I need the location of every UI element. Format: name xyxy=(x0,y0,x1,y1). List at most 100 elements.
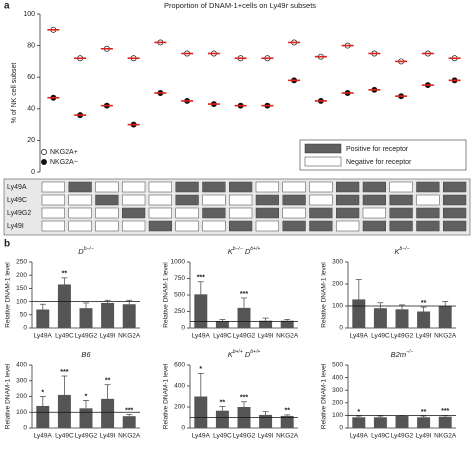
y-tick-label: 100 xyxy=(332,303,343,310)
chart-title: B2m−/− xyxy=(391,349,414,359)
title-part: b+/+ xyxy=(250,349,260,355)
title-part: D xyxy=(243,247,251,256)
receptor-cell xyxy=(95,181,119,193)
legend-label: NKG2A+ xyxy=(50,149,78,156)
error-bar xyxy=(355,415,362,418)
receptor-cell xyxy=(362,220,386,232)
error-bar xyxy=(241,401,247,407)
bar xyxy=(36,405,50,428)
legend-swatch xyxy=(304,143,342,154)
x-tick-label: Ly49A xyxy=(350,333,369,340)
receptor-cell xyxy=(362,194,386,206)
x-tick-label: Ly49C xyxy=(213,333,232,340)
legend-label: NKG2A− xyxy=(50,159,78,166)
receptor-cell xyxy=(362,181,386,193)
x-tick-label: Ly49G2 xyxy=(391,333,414,340)
y-axis-label: Relative DNAM-1 level xyxy=(5,363,12,429)
chart-title: Kb−/− Db+/+ xyxy=(228,246,261,256)
title-part: K xyxy=(228,350,234,359)
row-label: Ly49G2 xyxy=(7,210,31,217)
bar xyxy=(280,415,294,428)
title-part: −/− xyxy=(406,349,413,355)
receptor-cell xyxy=(175,207,199,219)
error-bar xyxy=(39,396,46,406)
title-part: b−/− xyxy=(233,246,243,252)
error-bar xyxy=(442,301,449,306)
receptor-cell xyxy=(282,181,306,193)
y-tick-label: 250 xyxy=(174,308,185,315)
bar xyxy=(259,320,273,328)
y-tick-label: 100 xyxy=(16,409,27,416)
y-tick-label: 150 xyxy=(16,285,27,292)
receptor-cell xyxy=(41,194,65,206)
y-tick-label: 100 xyxy=(23,11,35,18)
receptor-cell xyxy=(309,181,333,193)
y-tick-label: 400 xyxy=(16,362,27,369)
significance-label: *** xyxy=(60,369,68,376)
error-bar xyxy=(284,319,291,321)
legend-marker xyxy=(41,149,47,155)
receptor-cell xyxy=(175,220,199,232)
bar xyxy=(79,308,93,328)
error-bar xyxy=(126,299,133,305)
legend-label: Positive for receptor xyxy=(346,146,409,153)
y-tick-label: 0 xyxy=(23,425,27,432)
chart-title: Db−/− xyxy=(78,246,94,256)
legend-marker xyxy=(41,159,47,165)
x-tick-label: Ly49I xyxy=(100,333,116,340)
receptor-cell xyxy=(41,220,65,232)
error-bar xyxy=(197,281,204,295)
significance-label: *** xyxy=(125,407,133,414)
y-tick-label: 100 xyxy=(16,298,27,305)
error-bar xyxy=(83,302,89,309)
x-tick-label: NKG2A xyxy=(276,333,299,340)
receptor-cell xyxy=(175,181,199,193)
error-bar xyxy=(197,372,204,397)
error-bar xyxy=(61,375,68,395)
receptor-cell xyxy=(229,207,253,219)
x-tick-label: Ly49G2 xyxy=(233,433,256,440)
receptor-cell xyxy=(148,181,172,193)
y-tick-label: 300 xyxy=(332,387,343,394)
receptor-cell xyxy=(148,207,172,219)
receptor-cell xyxy=(336,207,360,219)
receptor-cell xyxy=(362,207,386,219)
x-tick-label: Ly49G2 xyxy=(233,333,256,340)
receptor-cell xyxy=(282,207,306,219)
title-part: K xyxy=(394,247,400,256)
significance-label: ** xyxy=(62,271,68,278)
x-tick-label: Ly49C xyxy=(371,333,390,340)
y-tick-label: 0 xyxy=(181,425,185,432)
bar xyxy=(395,416,409,428)
error-bar xyxy=(377,415,384,418)
panel-label: a xyxy=(4,1,10,12)
bar xyxy=(259,414,273,428)
y-tick-label: 200 xyxy=(174,404,185,411)
receptor-cell xyxy=(95,194,119,206)
receptor-cell xyxy=(68,181,92,193)
receptor-cell xyxy=(309,220,333,232)
receptor-cell xyxy=(416,220,440,232)
x-tick-label: Ly49G2 xyxy=(391,433,414,440)
receptor-cell xyxy=(416,207,440,219)
x-tick-label: NKG2A xyxy=(118,333,141,340)
y-axis-label: % of NK cell subset xyxy=(11,63,18,124)
bar xyxy=(417,417,431,428)
error-bar xyxy=(39,303,46,310)
bar xyxy=(122,304,136,328)
title-part: B6 xyxy=(81,350,91,359)
x-tick-label: NKG2A xyxy=(118,433,141,440)
x-tick-label: Ly49G2 xyxy=(75,333,98,340)
y-tick-label: 250 xyxy=(16,259,27,266)
title-part: D xyxy=(243,350,251,359)
significance-label: ** xyxy=(105,378,111,385)
receptor-cell xyxy=(443,207,467,219)
error-bar xyxy=(262,317,269,321)
y-tick-label: 300 xyxy=(332,259,343,266)
y-tick-label: 400 xyxy=(332,374,343,381)
y-tick-label: 400 xyxy=(174,383,185,390)
error-bar xyxy=(104,384,111,399)
y-axis-label: Relative DNAM-1 level xyxy=(321,363,328,429)
bar xyxy=(101,302,115,328)
receptor-cell xyxy=(41,181,65,193)
